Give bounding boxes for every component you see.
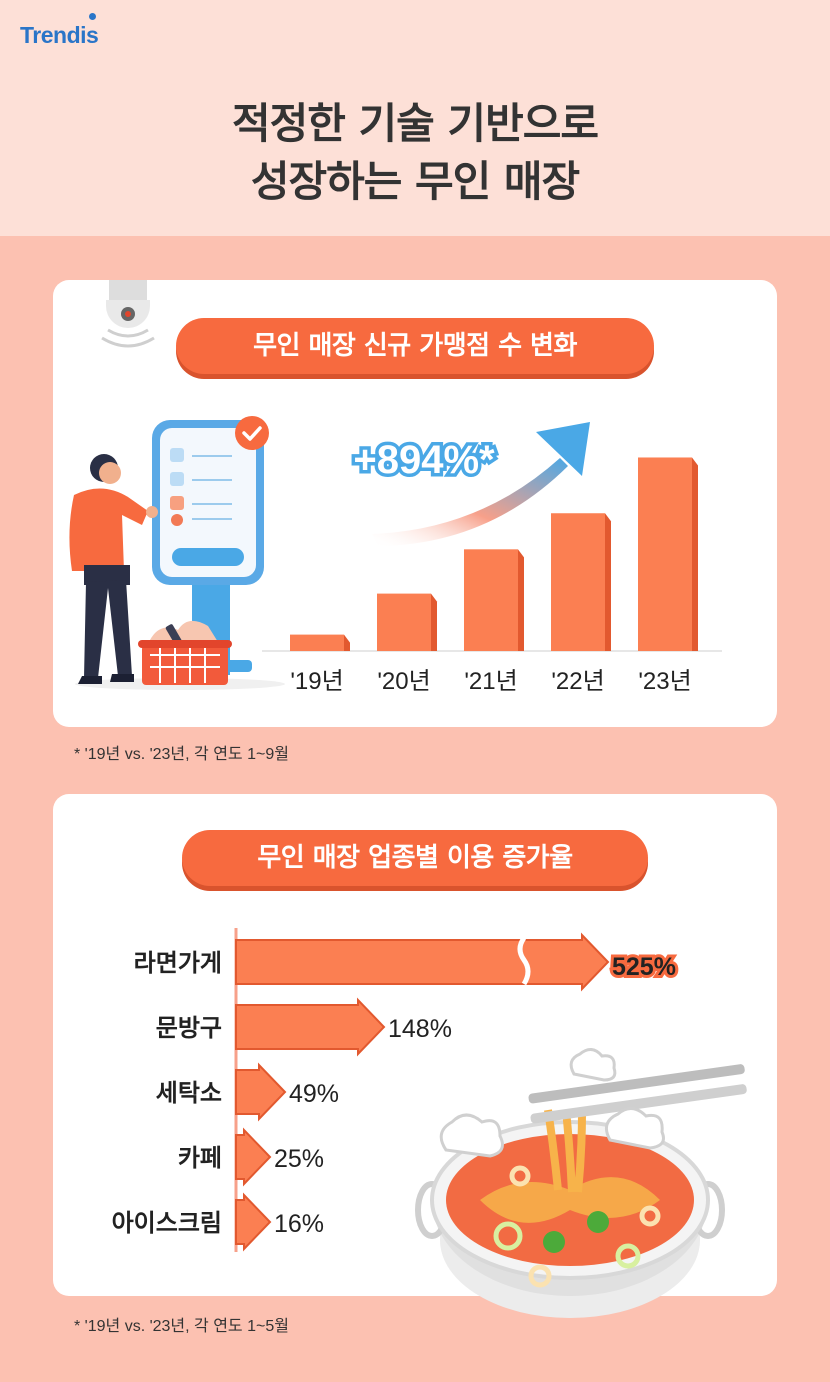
category-footnote: * '19년 vs. '23년, 각 연도 1~5월 [74, 1318, 289, 1335]
page-title-line1: 적정한 기술 기반으로 [231, 99, 599, 148]
value-label-4: 16% [274, 1210, 324, 1238]
shopper-illustration [69, 454, 158, 684]
franchise-chart-title: 무인 매장 신규 가맹점 수 변화 [176, 318, 654, 374]
logo-dot-icon [89, 13, 96, 20]
growth-arrow-icon [372, 422, 590, 546]
category-label-4: 아이스크림 [112, 1209, 222, 1237]
value-label-0: 525% [612, 953, 676, 981]
x-tick-label-4: '23년 [638, 668, 691, 695]
category-label-0: 라면가게 [134, 949, 222, 977]
franchise-bar-chart: '19년 '20년 '21년 '22년 '23년 [290, 457, 698, 695]
page-title-line2: 성장하는 무인 매장 [250, 157, 580, 206]
bar-4 [638, 457, 692, 651]
bar-2 [464, 549, 518, 651]
hbar-0 [235, 932, 610, 992]
cctv-camera-icon [101, 280, 155, 348]
shopping-basket-icon [138, 620, 232, 685]
bar-3 [551, 513, 605, 651]
axis-break-mark [517, 936, 531, 986]
value-label-2: 49% [289, 1080, 339, 1108]
category-label-2: 세탁소 [156, 1079, 222, 1107]
x-tick-label-3: '22년 [551, 668, 604, 695]
hbar-2 [235, 1062, 287, 1122]
x-tick-label-0: '19년 [290, 668, 343, 695]
checkmark-icon [235, 416, 269, 450]
franchise-footnote: * '19년 vs. '23년, 각 연도 1~9월 [74, 746, 289, 763]
bar-side-1 [431, 593, 437, 651]
hbar-4 [235, 1192, 272, 1252]
growth-label: +894%* [353, 438, 495, 482]
value-label-3: 25% [274, 1145, 324, 1173]
bar-side-3 [605, 513, 611, 651]
bar-side-2 [518, 549, 524, 651]
bar-1 [377, 593, 431, 651]
x-tick-label-1: '20년 [377, 668, 430, 695]
bar-side-0 [344, 634, 350, 651]
bar-side-4 [692, 457, 698, 651]
value-label-1: 148% [388, 1015, 452, 1043]
trendis-logo: Trendis [20, 22, 99, 48]
header-band [0, 0, 830, 236]
hbar-1 [235, 997, 386, 1057]
ramen-illustration [415, 1048, 747, 1318]
hbar-3 [235, 1127, 272, 1187]
category-bar-chart: 라면가게 525% 문방구 148% 세탁소 49% 카페 25% 아이스크림 16% [112, 932, 679, 1252]
category-chart-title: 무인 매장 업종별 이용 증가율 [182, 830, 648, 886]
category-label-3: 카페 [178, 1144, 222, 1172]
bar-0 [290, 634, 344, 651]
category-label-1: 문방구 [156, 1014, 222, 1042]
x-tick-label-2: '21년 [464, 668, 517, 695]
